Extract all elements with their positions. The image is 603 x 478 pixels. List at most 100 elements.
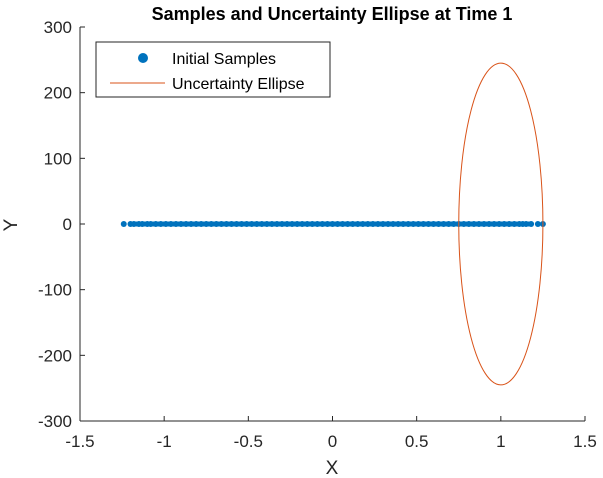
sample-point bbox=[157, 221, 164, 227]
legend-marker-initial-samples bbox=[138, 53, 148, 63]
sample-point bbox=[506, 221, 513, 227]
sample-point bbox=[440, 221, 447, 227]
sample-point bbox=[178, 221, 184, 227]
sample-point bbox=[299, 221, 306, 227]
sample-point bbox=[528, 221, 535, 227]
sample-point bbox=[304, 221, 311, 227]
sample-point bbox=[147, 221, 154, 227]
sample-point bbox=[162, 221, 169, 227]
sample-point bbox=[470, 221, 477, 227]
y-tick-label: -200 bbox=[38, 346, 72, 365]
sample-point bbox=[248, 221, 255, 227]
sample-point bbox=[218, 221, 225, 227]
chart-title: Samples and Uncertainty Ellipse at Time … bbox=[152, 4, 513, 24]
legend: Initial Samples Uncertainty Ellipse bbox=[95, 41, 331, 98]
sample-point bbox=[405, 221, 412, 227]
sample-point bbox=[400, 221, 407, 227]
sample-point bbox=[253, 221, 260, 227]
sample-point bbox=[319, 221, 326, 227]
sample-point bbox=[167, 221, 174, 227]
sample-point bbox=[491, 221, 498, 227]
sample-point bbox=[349, 221, 356, 227]
sample-point bbox=[390, 221, 397, 227]
sample-point bbox=[334, 221, 341, 227]
sample-point bbox=[465, 221, 472, 227]
y-tick-label: -300 bbox=[38, 412, 72, 431]
sample-point bbox=[435, 221, 442, 227]
x-tick-label: -0.5 bbox=[234, 432, 263, 451]
sample-point bbox=[309, 221, 316, 227]
sample-point bbox=[501, 221, 508, 227]
sample-point bbox=[198, 221, 205, 227]
sample-point bbox=[415, 221, 422, 227]
x-tick-label: 0.5 bbox=[405, 432, 429, 451]
y-tick-label: 0 bbox=[63, 215, 72, 234]
sample-point bbox=[188, 221, 195, 227]
sample-point bbox=[481, 221, 487, 227]
uncertainty-ellipse bbox=[458, 62, 544, 386]
sample-point bbox=[475, 221, 482, 227]
sample-point bbox=[223, 221, 230, 227]
y-tick-label: -100 bbox=[38, 281, 72, 300]
sample-point bbox=[289, 221, 296, 227]
sample-point bbox=[208, 221, 215, 227]
sample-point bbox=[359, 221, 366, 227]
sample-point bbox=[130, 221, 137, 227]
y-axis-label: Y bbox=[1, 218, 22, 231]
sample-point bbox=[233, 221, 240, 227]
sample-point bbox=[139, 221, 146, 227]
sample-point bbox=[314, 221, 321, 227]
sample-point bbox=[380, 221, 386, 227]
sample-point bbox=[410, 221, 417, 227]
legend-box bbox=[95, 41, 331, 98]
sample-point bbox=[425, 221, 432, 227]
sample-point bbox=[120, 221, 127, 227]
sample-point bbox=[279, 221, 285, 227]
sample-point bbox=[445, 221, 452, 227]
sample-point bbox=[496, 221, 503, 227]
y-tick-label: 100 bbox=[44, 149, 72, 168]
x-tick-label: -1 bbox=[157, 432, 172, 451]
sample-point bbox=[238, 221, 245, 227]
sample-point bbox=[450, 221, 457, 227]
sample-point bbox=[243, 221, 250, 227]
sample-point bbox=[193, 221, 200, 227]
x-tick-label: 0 bbox=[328, 432, 337, 451]
sample-point bbox=[534, 221, 541, 227]
x-axis-label: X bbox=[326, 458, 339, 478]
x-tick-label: 1.5 bbox=[573, 432, 597, 451]
sample-point bbox=[374, 221, 381, 227]
sample-point bbox=[430, 221, 437, 227]
sample-point bbox=[172, 221, 179, 227]
sample-point bbox=[460, 221, 467, 227]
legend-label-initial-samples: Initial Samples bbox=[172, 51, 276, 68]
sample-point bbox=[395, 221, 402, 227]
sample-point bbox=[344, 221, 351, 227]
sample-point bbox=[284, 221, 291, 227]
x-tick-label: 1 bbox=[496, 432, 505, 451]
sample-point bbox=[329, 221, 336, 227]
sample-point bbox=[486, 221, 493, 227]
sample-point bbox=[152, 221, 159, 227]
sample-point bbox=[228, 221, 235, 227]
sample-point bbox=[258, 221, 265, 227]
sample-point bbox=[273, 221, 280, 227]
sample-point bbox=[324, 221, 331, 227]
sample-point bbox=[364, 221, 371, 227]
y-tick-label: 300 bbox=[44, 18, 72, 37]
sample-point bbox=[183, 221, 190, 227]
sample-point bbox=[354, 221, 361, 227]
sample-point bbox=[203, 221, 210, 227]
sample-point bbox=[385, 221, 392, 227]
sample-point bbox=[523, 221, 530, 227]
plot-area: -1.5 -1 -0.5 0 0.5 1 1.5 -300 -200 -100 0 100 200 300 bbox=[38, 18, 597, 451]
sample-point bbox=[263, 221, 270, 227]
sample-point bbox=[339, 221, 346, 227]
sample-point bbox=[511, 221, 518, 227]
x-tick-label: -1.5 bbox=[65, 432, 94, 451]
sample-point bbox=[213, 221, 220, 227]
sample-point bbox=[268, 221, 275, 227]
y-tick-label: 200 bbox=[44, 84, 72, 103]
sample-point bbox=[294, 221, 301, 227]
